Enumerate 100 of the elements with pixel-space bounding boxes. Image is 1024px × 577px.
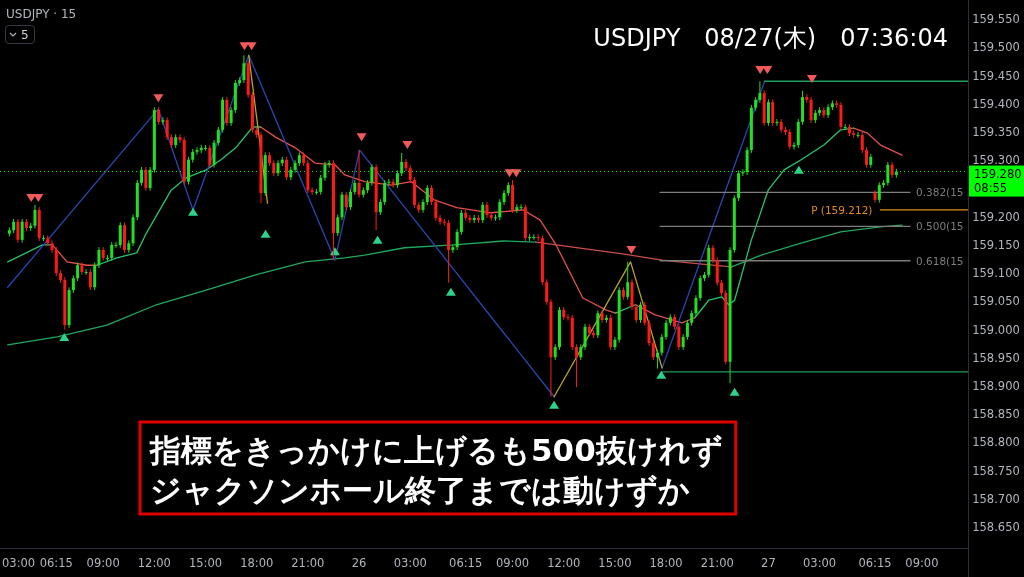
candlestick: [545, 278, 549, 306]
candlestick: [186, 156, 190, 186]
candlestick: [16, 218, 20, 244]
candlestick: [647, 319, 651, 347]
candlestick: [319, 174, 323, 196]
y-tick-label: 159.400: [972, 96, 1020, 111]
candlestick: [694, 294, 698, 317]
x-tick-label: 06:15: [858, 556, 892, 570]
candlestick: [84, 268, 88, 276]
y-tick-label: 159.500: [972, 40, 1020, 55]
candlestick: [865, 146, 868, 169]
y-tick-label: 159.550: [972, 12, 1020, 27]
candlestick: [80, 261, 84, 276]
candlestick: [434, 198, 438, 222]
candlestick: [639, 301, 642, 324]
x-tick-label: 15:00: [188, 556, 223, 570]
x-tick-label: 03:00: [803, 556, 837, 570]
x-tick-label: 06:15: [39, 556, 73, 570]
candlestick: [494, 213, 498, 222]
series-label: 0.500(15: [916, 220, 964, 233]
x-tick-label: 03:00: [393, 556, 427, 570]
candlestick: [357, 149, 361, 199]
candlestick: [161, 116, 165, 126]
candlestick: [400, 152, 404, 177]
y-tick-label: 159.050: [972, 294, 1020, 309]
x-tick-label: 18:00: [240, 556, 274, 570]
candlestick: [677, 323, 681, 351]
candlestick: [144, 166, 148, 192]
candlestick: [383, 179, 387, 206]
series-label: 0.382(15: [916, 186, 964, 199]
candlestick: [110, 241, 114, 262]
candlestick: [583, 323, 587, 351]
candlestick: [575, 343, 579, 388]
candlestick: [76, 261, 80, 282]
candlestick: [33, 204, 37, 230]
candlestick: [634, 303, 638, 324]
candlestick: [208, 144, 212, 169]
ref-line-label: 159.280 08:55: [974, 166, 1022, 195]
y-tick-label: 159.200: [972, 209, 1020, 224]
candlestick: [336, 213, 340, 237]
candlestick: [745, 146, 749, 176]
y-tick-label: 159.300: [972, 153, 1020, 168]
candlestick: [877, 181, 881, 204]
candlestick: [212, 139, 216, 169]
candlestick: [886, 161, 890, 187]
x-tick-label: 06:15: [449, 556, 483, 570]
candlestick: [323, 161, 327, 182]
x-tick-label: 12:00: [137, 556, 171, 570]
y-tick-label: 158.950: [972, 350, 1020, 365]
x-tick-label: 26: [351, 556, 367, 570]
y-tick-label: 158.900: [972, 379, 1020, 394]
candlestick: [148, 166, 152, 192]
candlestick: [293, 159, 297, 174]
candlestick: [792, 141, 796, 151]
candlestick: [285, 156, 289, 181]
x-tick-label: 27: [761, 556, 776, 570]
candlestick: [771, 98, 775, 127]
y-tick-label: 158.800: [972, 435, 1020, 450]
candlestick: [796, 118, 800, 149]
candlestick: [600, 309, 604, 324]
y-tick-label: 159.000: [972, 322, 1020, 337]
candlestick: [839, 101, 843, 131]
candlestick: [626, 261, 630, 301]
candlestick: [438, 214, 442, 226]
y-tick-label: 158.850: [972, 407, 1020, 422]
x-tick-label: 12:00: [547, 556, 581, 570]
x-tick-label: 15:00: [598, 556, 632, 570]
candlestick: [118, 221, 122, 249]
candlestick: [698, 274, 702, 302]
candlestick: [165, 116, 169, 141]
candlestick: [856, 131, 860, 139]
x-tick-label: 09:00: [495, 556, 530, 570]
candlestick: [229, 106, 233, 127]
candlestick: [685, 319, 689, 341]
text: USDJPY · 15: [6, 7, 77, 21]
candlestick: [613, 336, 617, 351]
x-tick-label: 21:00: [700, 556, 734, 570]
candlestick: [451, 243, 455, 254]
candlestick: [310, 186, 314, 196]
candlestick: [93, 261, 97, 291]
candlestick: [88, 268, 92, 291]
candlestick: [788, 128, 792, 151]
candlestick: [349, 188, 353, 211]
candlestick: [715, 256, 719, 287]
series-label: P (159.212): [811, 203, 873, 216]
candlestick: [519, 203, 523, 211]
candlestick: [766, 98, 770, 127]
candlestick: [430, 184, 434, 206]
candlestick: [242, 54, 246, 84]
annotation: 指標をきっかけに上げるも500抜けれずジャクソンホール終了までは動けずか: [149, 432, 723, 509]
candlestick: [140, 166, 144, 187]
candlestick: [481, 201, 485, 224]
candlestick: [20, 218, 24, 244]
candlestick: [54, 246, 58, 277]
x-tick-label: 21:00: [291, 556, 325, 570]
y-tick-label: 159.100: [972, 266, 1020, 281]
candlestick: [651, 339, 655, 361]
candlestick: [656, 349, 660, 370]
x-tick-label: 09:00: [905, 556, 939, 570]
candlestick: [225, 96, 229, 127]
